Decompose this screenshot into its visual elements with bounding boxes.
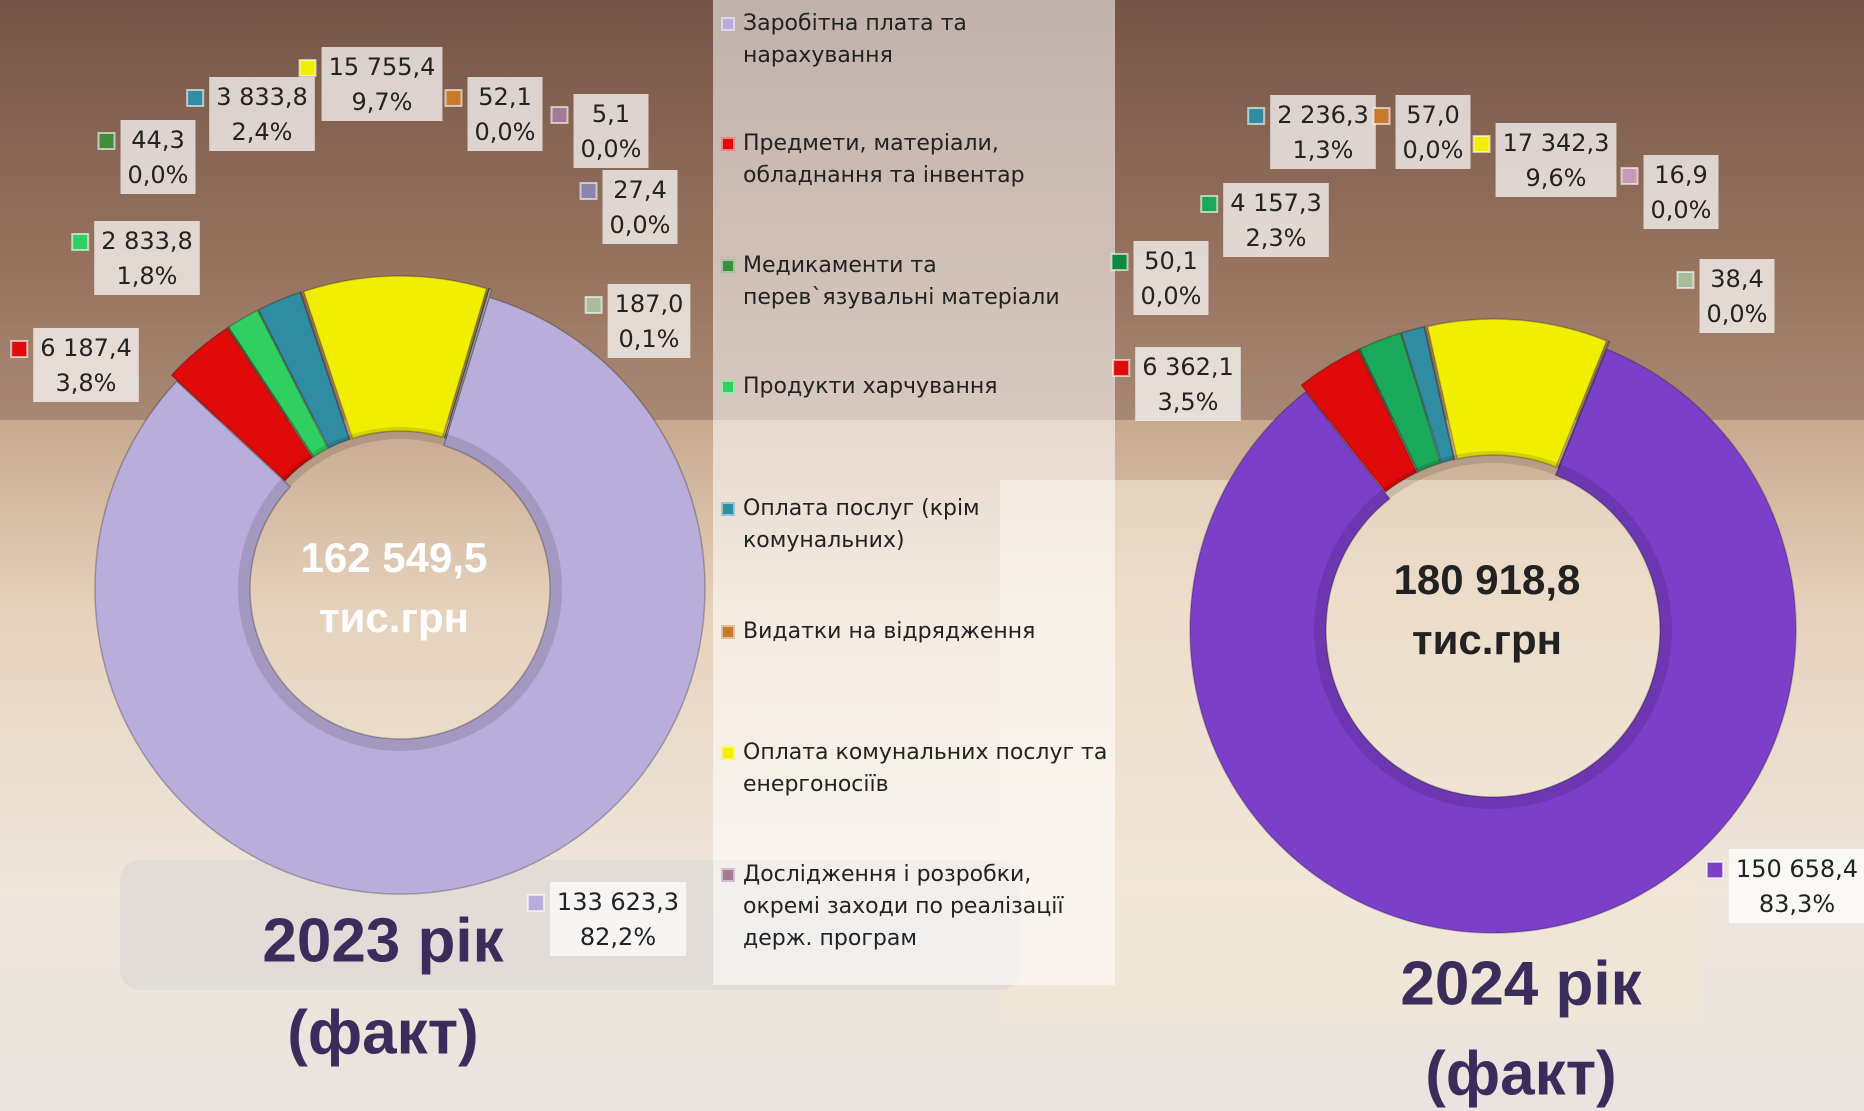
data-label: 6 362,1 3,5%	[1113, 347, 1241, 421]
value-label: 50,1	[1144, 247, 1197, 275]
label-swatch	[552, 107, 568, 123]
label-swatch	[1201, 196, 1217, 212]
value-label: 150 658,4	[1736, 855, 1858, 883]
label-swatch	[1678, 272, 1694, 288]
data-label: 150 658,4 83,3%	[1707, 849, 1864, 923]
label-swatch	[1113, 360, 1129, 376]
percent-label: 83,3%	[1759, 890, 1835, 918]
chart: 133 623,3 82,2% 6 187,4 3,8% 44,3 0,0% 2 833,8…	[0, 0, 1864, 1111]
label-swatch	[1248, 108, 1264, 124]
data-label: 50,1 0,0%	[1112, 241, 1209, 315]
value-label: 5,1	[592, 100, 630, 128]
value-label: 2 236,3	[1277, 101, 1369, 129]
percent-label: 2,4%	[232, 118, 293, 146]
data-label: 27,4 0,0%	[581, 170, 678, 244]
percent-label: 9,7%	[352, 88, 413, 116]
data-label: 2 236,3 1,3%	[1248, 95, 1376, 169]
percent-label: 0,0%	[1403, 136, 1464, 164]
percent-label: 0,0%	[475, 118, 536, 146]
label-swatch	[1112, 254, 1128, 270]
donut-shade	[244, 433, 556, 745]
percent-label: 82,2%	[580, 923, 656, 951]
data-label: 3 833,8 2,4%	[187, 77, 315, 151]
value-label: 187,0	[615, 290, 684, 318]
label-swatch	[1622, 168, 1638, 184]
value-label: 2 833,8	[101, 227, 193, 255]
percent-label: 0,0%	[581, 135, 642, 163]
value-label: 27,4	[613, 176, 666, 204]
center-total: 180 918,8	[1394, 556, 1581, 603]
label-swatch	[300, 60, 316, 76]
data-label: 133 623,3 82,2%	[528, 882, 686, 956]
value-label: 57,0	[1406, 101, 1459, 129]
value-label: 15 755,4	[329, 53, 436, 81]
data-label: 15 755,4 9,7%	[300, 47, 443, 121]
percent-label: 0,0%	[128, 161, 189, 189]
percent-label: 0,0%	[1141, 282, 1202, 310]
value-label: 6 187,4	[40, 334, 132, 362]
percent-label: 1,3%	[1293, 136, 1354, 164]
page: Заробітна плата та нарахуванняПредмети, …	[0, 0, 1864, 1111]
value-label: 17 342,3	[1503, 129, 1610, 157]
chart-subtitle: (факт)	[1425, 1039, 1616, 1108]
value-label: 16,9	[1654, 161, 1707, 189]
data-label: 38,4 0,0%	[1678, 259, 1775, 333]
label-swatch	[581, 183, 597, 199]
chart-title: 2023 рік	[262, 906, 504, 975]
data-label: 6 187,4 3,8%	[11, 328, 139, 402]
value-label: 38,4	[1710, 265, 1763, 293]
percent-label: 3,8%	[56, 369, 117, 397]
label-swatch	[586, 297, 602, 313]
label-swatch	[99, 133, 115, 149]
data-label: 5,1 0,0%	[552, 94, 649, 168]
chart-subtitle: (факт)	[287, 998, 478, 1067]
value-label: 6 362,1	[1142, 353, 1234, 381]
data-label: 17 342,3 9,6%	[1474, 123, 1617, 197]
value-label: 133 623,3	[557, 888, 679, 916]
data-label: 57,0 0,0%	[1374, 95, 1471, 169]
percent-label: 2,3%	[1246, 224, 1307, 252]
data-label: 52,1 0,0%	[446, 77, 543, 151]
chart-title: 2024 рік	[1400, 949, 1642, 1018]
data-label: 4 157,3 2,3%	[1201, 183, 1329, 257]
data-label: 16,9 0,0%	[1622, 155, 1719, 229]
label-swatch	[1707, 862, 1723, 878]
percent-label: 1,8%	[117, 262, 178, 290]
label-swatch	[72, 234, 88, 250]
data-label: 187,0 0,1%	[586, 284, 691, 358]
value-label: 4 157,3	[1230, 189, 1322, 217]
percent-label: 3,5%	[1158, 388, 1219, 416]
label-swatch	[446, 90, 462, 106]
percent-label: 0,0%	[610, 211, 671, 239]
label-swatch	[187, 90, 203, 106]
label-swatch	[11, 341, 27, 357]
label-swatch	[528, 895, 544, 911]
data-label: 2 833,8 1,8%	[72, 221, 200, 295]
value-label: 3 833,8	[216, 83, 308, 111]
value-label: 52,1	[478, 83, 531, 111]
center-unit: тис.грн	[1412, 616, 1562, 663]
center-total: 162 549,5	[301, 534, 488, 581]
label-swatch	[1474, 136, 1490, 152]
percent-label: 9,6%	[1526, 164, 1587, 192]
percent-label: 0,1%	[619, 325, 680, 353]
label-swatch	[1374, 108, 1390, 124]
data-label: 44,3 0,0%	[99, 120, 196, 194]
value-label: 44,3	[131, 126, 184, 154]
percent-label: 0,0%	[1651, 196, 1712, 224]
center-unit: тис.грн	[319, 594, 469, 641]
percent-label: 0,0%	[1707, 300, 1768, 328]
